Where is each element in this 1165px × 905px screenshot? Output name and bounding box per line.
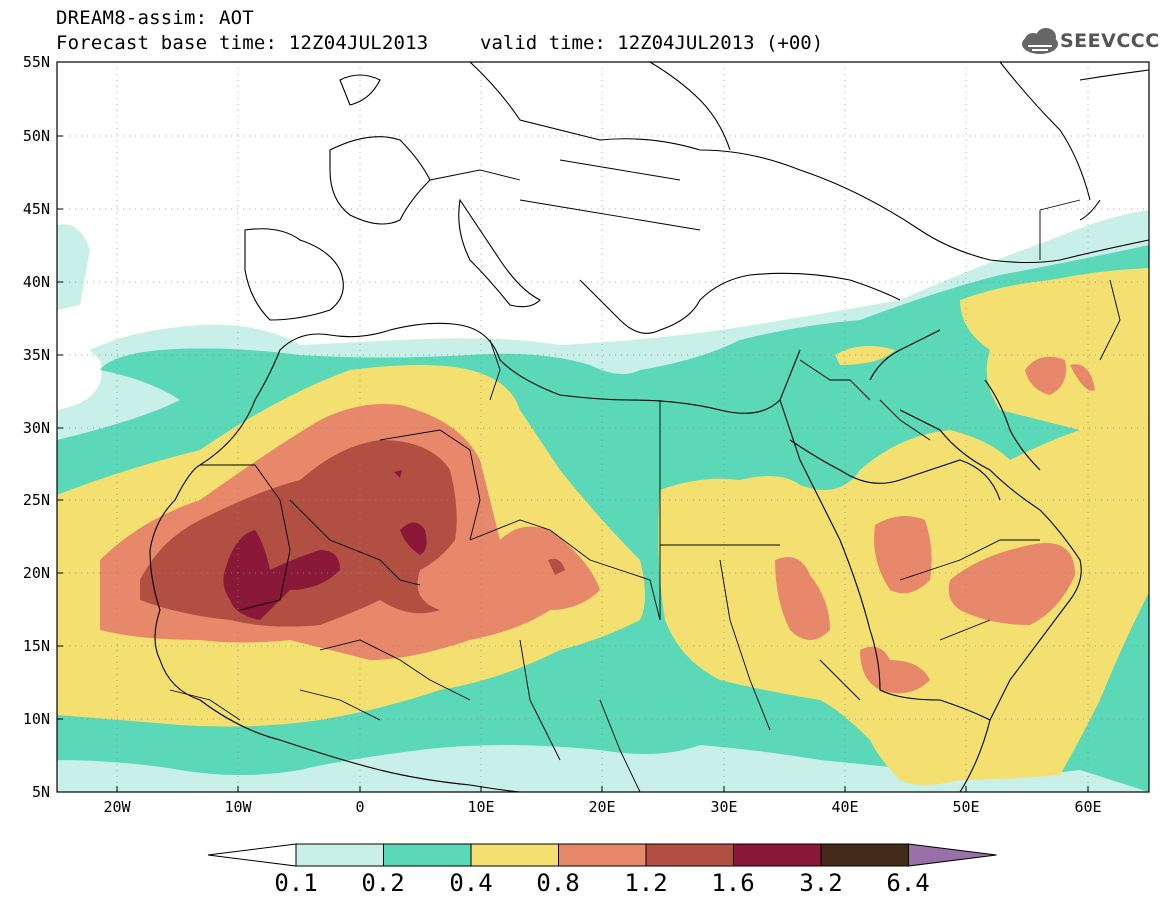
colorbar-label: 1.6: [711, 869, 755, 897]
lat-label: 25N: [23, 491, 50, 509]
lat-label: 20N: [23, 564, 50, 582]
lon-label: 10E: [467, 798, 494, 816]
colorbar: [207, 843, 997, 867]
colorbar-label: 0.4: [449, 869, 493, 897]
colorbar-label: 3.2: [799, 869, 843, 897]
aot-field-1-2: [140, 440, 565, 627]
colorbar-swatch: [733, 843, 822, 867]
lon-label: 10W: [224, 798, 252, 816]
colorbar-swatch: [470, 843, 559, 867]
valid-time-label: valid time: 12Z04JUL2013 (+00): [480, 32, 824, 54]
colorbar-label: 0.2: [361, 869, 405, 897]
colorbar-label: 0.1: [274, 869, 318, 897]
lat-label: 30N: [23, 419, 50, 437]
colorbar-under-triangle: [207, 843, 297, 867]
aot-field-1-6: [223, 470, 427, 620]
colorbar-swatch: [820, 843, 909, 867]
coastlines: [149, 62, 1149, 792]
colorbar-label: 6.4: [886, 869, 930, 897]
cloud-icon: [1022, 28, 1058, 54]
lon-label: 40E: [831, 798, 858, 816]
colorbar-label: 0.8: [536, 869, 580, 897]
base-time-label: Forecast base time: 12Z04JUL2013: [56, 32, 429, 54]
map-frame: [56, 61, 1150, 793]
lon-label: 0: [355, 798, 364, 816]
lat-label: 35N: [23, 346, 50, 364]
colorbar-swatch: [558, 843, 647, 867]
lat-label: 50N: [23, 127, 50, 145]
graticule: [57, 62, 1149, 792]
lon-label: 50E: [952, 798, 979, 816]
colorbar-swatch: [295, 843, 384, 867]
lat-label: 15N: [23, 637, 50, 655]
lon-label: 20W: [103, 798, 131, 816]
lat-label: 45N: [23, 200, 50, 218]
colorbar-label: 1.2: [624, 869, 668, 897]
colorbar-swatch: [645, 843, 734, 867]
lon-label: 60E: [1074, 798, 1101, 816]
country-borders: [169, 159, 1121, 792]
lat-label: 10N: [23, 710, 50, 728]
colorbar-over-triangle: [908, 843, 997, 867]
lat-label: 5N: [32, 783, 50, 801]
lat-label: 40N: [23, 273, 50, 291]
lat-label: 55N: [23, 53, 50, 71]
lon-label: 30E: [710, 798, 737, 816]
logo-text: SEEVCCC: [1060, 30, 1160, 52]
colorbar-swatch: [383, 843, 472, 867]
lon-label: 20E: [588, 798, 615, 816]
map-title: DREAM8-assim: AOT: [56, 7, 254, 29]
